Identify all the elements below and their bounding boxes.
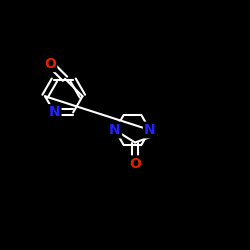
Text: N: N [144,123,156,137]
Text: N: N [109,123,121,137]
Text: O: O [129,157,141,171]
Text: N: N [48,106,60,120]
Text: O: O [44,57,56,71]
